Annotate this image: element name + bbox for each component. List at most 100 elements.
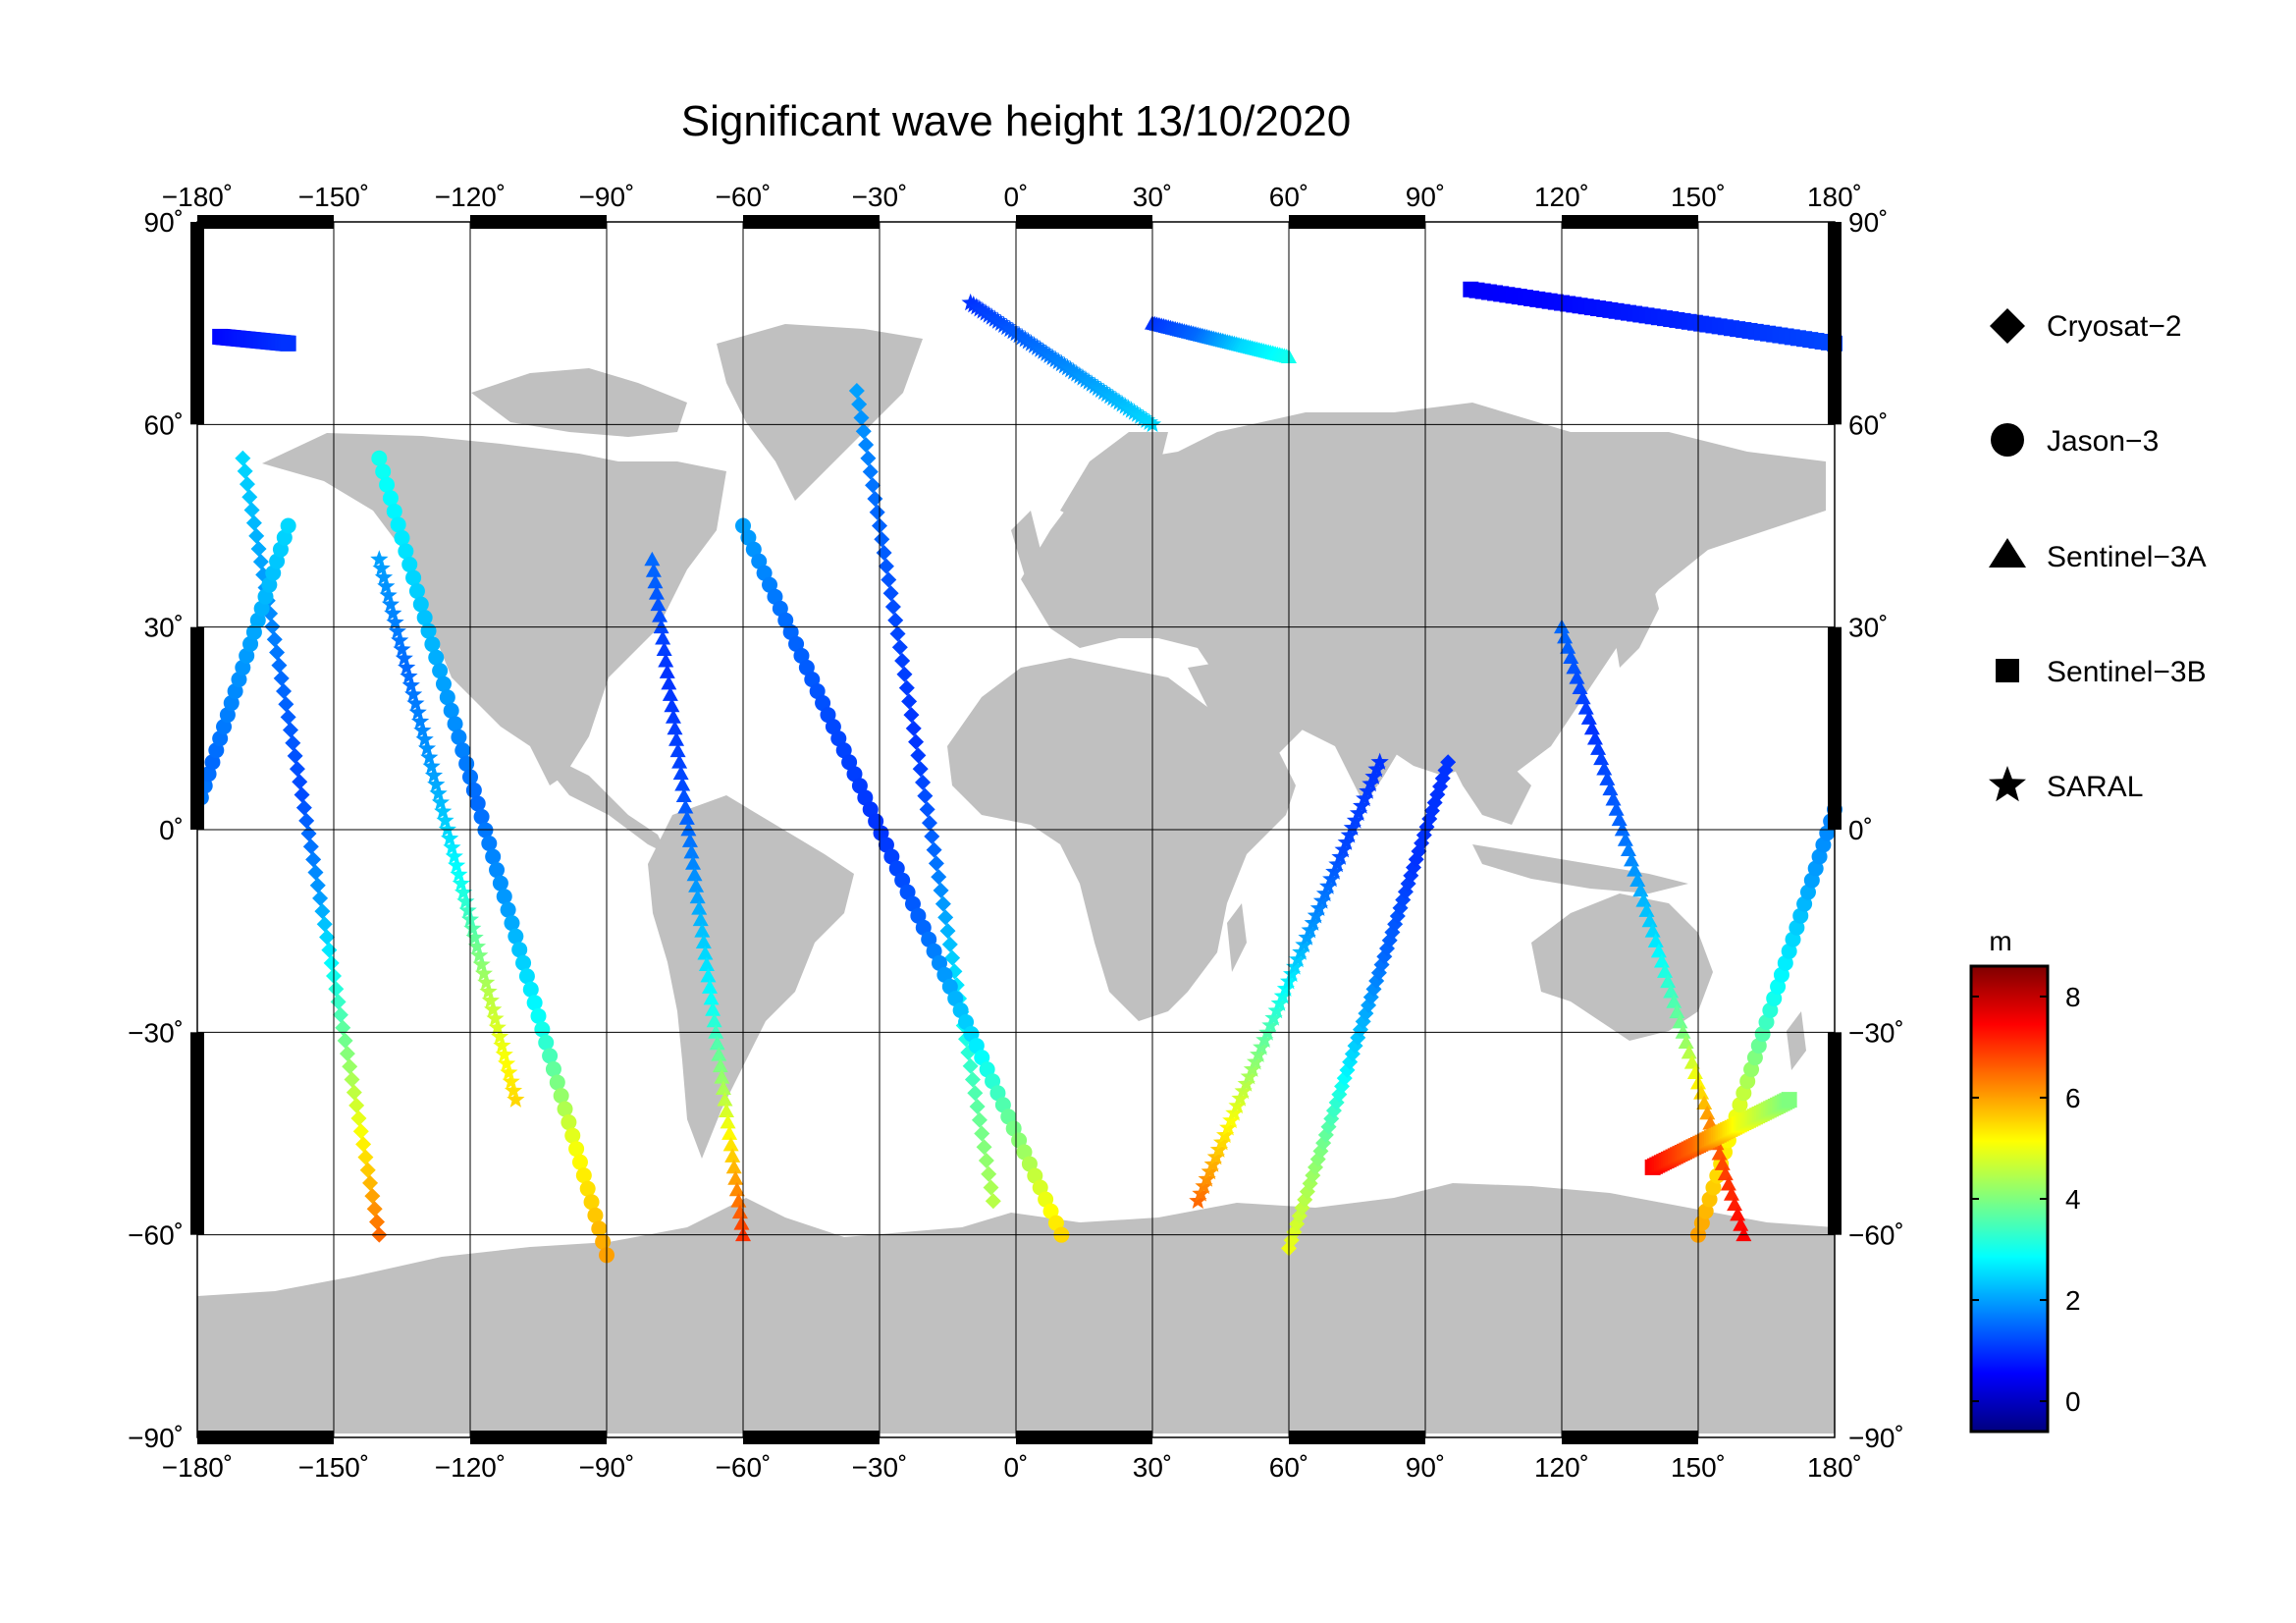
cryosat2-point [264,619,281,635]
sentinel3a-point [731,1204,748,1219]
jason3-point [751,553,768,569]
jason3-point [1750,1038,1767,1055]
sentinel3a-point [665,709,681,724]
longitude-label: 150˚ [1671,182,1726,212]
saral-point [458,900,477,919]
saral-point [454,883,473,900]
jason3-point [439,689,455,706]
colorbar-tick-label: 8 [2065,982,2081,1012]
longitude-label: 60˚ [1269,182,1308,212]
jason3-point [985,1073,1001,1090]
jason3-point [793,647,810,664]
sentinel3a-point [675,787,692,803]
jason3-point [1770,978,1787,995]
jason3-point [762,576,778,593]
longitude-label: 180˚ [1807,182,1862,212]
cryosat2-point [928,855,944,872]
saral-point [1359,782,1377,799]
sentinel3a-point [653,619,669,634]
jason3-point [386,503,402,519]
jason3-point [932,954,948,971]
jason3-point [428,649,445,666]
jason3-point [910,907,927,924]
saral-point [500,1063,518,1081]
border-bar-top [1016,215,1152,229]
cryosat2-point [903,707,920,724]
sentinel3a-point [680,822,697,837]
jason3-point [587,1207,604,1223]
saral-point [1286,957,1305,975]
sentinel3a-point [1720,1176,1736,1191]
jason3-point [500,901,516,918]
jason3-point [857,789,874,806]
saral-point [406,694,425,712]
jason3-point [788,635,805,652]
sentinel3a-point [1557,628,1574,644]
jason3-point [1005,1120,1022,1137]
border-bar-left [190,1032,204,1235]
sentinel3a-point [1681,1044,1697,1059]
jason3-point [208,742,225,759]
jason3-point [223,695,240,712]
cryosat2-point [851,396,868,412]
jason3-point [904,895,921,912]
landmass-europe-asia [1021,403,1826,785]
sentinel3a-point [659,664,675,678]
sentinel3a-point [647,573,664,589]
sentinel3a-point [1629,872,1646,887]
circle-icon [1991,423,2024,457]
jason3-point [390,516,406,533]
jason3-point [216,719,233,735]
latitude-label: −90˚ [1848,1423,1904,1453]
sentinel3a-point [1678,1034,1694,1050]
colorbar-tick-label: 4 [2065,1184,2081,1215]
jason3-point [941,978,958,995]
saral-point [1228,1096,1247,1114]
cryosat2-point [282,722,298,738]
cryosat2-point [292,774,308,790]
sentinel3a-point [671,754,688,769]
cryosat2-point [243,502,260,518]
saral-point [1203,1155,1222,1172]
landmass-north-america [262,433,726,785]
saral-point [477,973,496,991]
jason3-point [830,730,847,747]
legend-item-sentinel3b: Sentinel−3B [1996,656,2207,688]
sentinel3a-point [728,1181,745,1197]
sentinel3a-point [1683,1055,1700,1069]
saral-point [1234,1081,1253,1100]
cryosat2-point [298,812,315,829]
jason3-point [394,529,410,546]
cryosat2-point [933,882,949,898]
colorbar-tick-label: 0 [2065,1386,2081,1417]
longitude-label: −180˚ [162,1452,233,1483]
border-bar-bottom [1016,1431,1152,1444]
sentinel3a-point [1675,1024,1691,1039]
sentinel3a-point [1653,953,1670,968]
sentinel3a-point [1663,984,1680,999]
saral-point [1283,964,1302,983]
sentinel3a-point [689,889,706,904]
saral-point [1276,979,1295,997]
saral-point [1246,1053,1265,1070]
saral-point [441,829,459,846]
jason3-point [782,623,799,640]
jason3-point [1739,1073,1756,1090]
sentinel3a-point [1608,801,1625,816]
cryosat2-point [350,1110,367,1127]
cryosat2-point [305,851,322,868]
saral-point [472,955,491,973]
jason3-point [583,1194,600,1211]
jason3-point [878,837,894,853]
saral-point [1273,987,1292,1004]
jason3-point [894,872,911,889]
jason3-point [804,671,821,687]
sentinel3a-point [722,1136,739,1152]
latitude-label: 90˚ [144,207,184,238]
landmass-africa [947,658,1296,1021]
longitude-label: 150˚ [1671,1452,1726,1483]
sentinel3a-point [1641,912,1658,928]
jason3-point [968,1038,985,1055]
jason3-point [412,596,429,613]
cryosat2-point [319,929,336,946]
